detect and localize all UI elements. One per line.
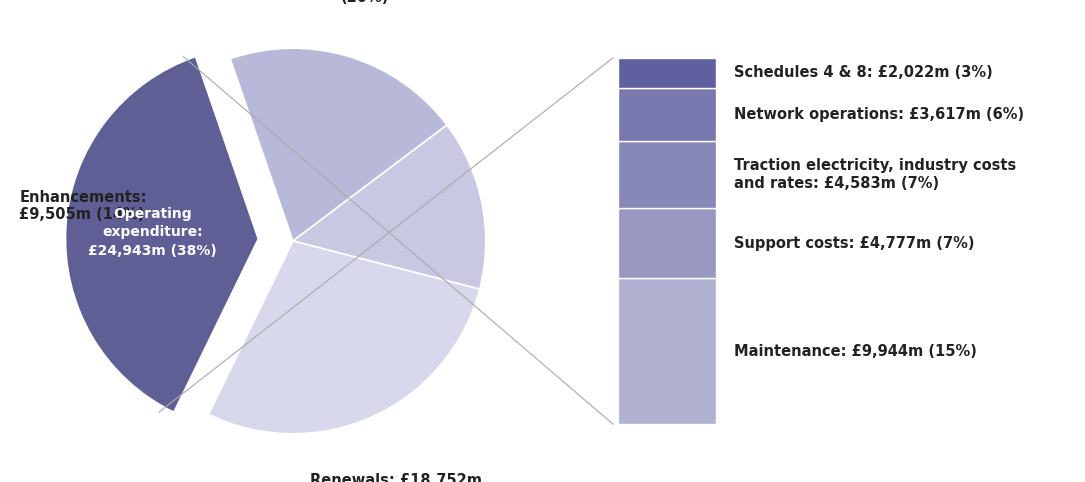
Text: Renewals: £18,752m
(28%): Renewals: £18,752m (28%) <box>310 473 483 482</box>
Wedge shape <box>65 56 258 412</box>
Wedge shape <box>208 241 480 434</box>
Bar <box>618 88 716 141</box>
Text: Maintenance: £9,944m (15%): Maintenance: £9,944m (15%) <box>735 344 976 359</box>
Text: Schedules 4 & 8: £2,022m (3%): Schedules 4 & 8: £2,022m (3%) <box>735 65 993 80</box>
Wedge shape <box>293 125 486 289</box>
Text: Enhancements:
£9,505m (14%): Enhancements: £9,505m (14%) <box>20 190 146 223</box>
Bar <box>618 278 716 424</box>
Bar <box>618 58 716 88</box>
Wedge shape <box>230 48 447 241</box>
Bar <box>618 141 716 208</box>
Text: Financing costs & other: £13,304m
(20%): Financing costs & other: £13,304m (20%) <box>220 0 510 5</box>
Text: Support costs: £4,777m (7%): Support costs: £4,777m (7%) <box>735 236 974 251</box>
Bar <box>618 208 716 278</box>
Text: Traction electricity, industry costs
and rates: £4,583m (7%): Traction electricity, industry costs and… <box>735 158 1017 190</box>
Text: Network operations: £3,617m (6%): Network operations: £3,617m (6%) <box>735 107 1024 121</box>
Text: Operating
expenditure:
£24,943m (38%): Operating expenditure: £24,943m (38%) <box>88 207 217 258</box>
